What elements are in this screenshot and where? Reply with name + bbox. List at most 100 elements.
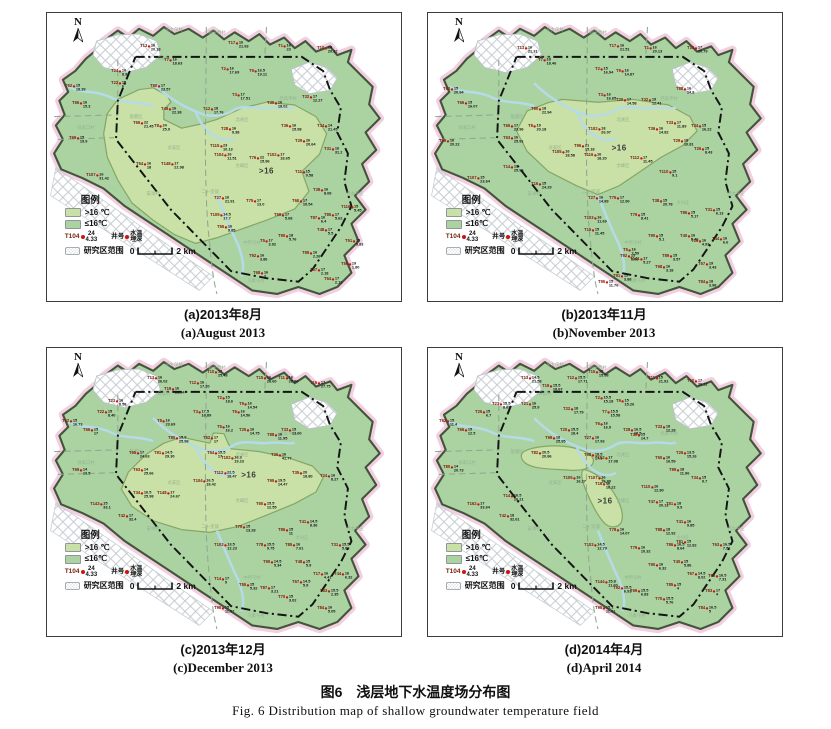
legend-item-well-symbol: T104 24 4.33 井号 水温 埋深 — [65, 231, 228, 243]
legend-item-le16: ≤16℃ — [445, 554, 609, 564]
admin-boundary — [438, 472, 496, 475]
north-arrow: N — [451, 352, 467, 382]
map-svg-b — [430, 22, 766, 299]
admin-boundary — [438, 137, 496, 140]
excluded-area-hatch — [474, 369, 542, 408]
zone-gt16 — [120, 432, 324, 534]
scale-bar-icon — [518, 247, 555, 255]
legend-item-le16: ≤16℃ — [64, 219, 228, 229]
scale-zero: 0 — [510, 581, 516, 592]
north-label: N — [74, 16, 82, 29]
well-example-id: T104 — [445, 233, 461, 241]
well-dot-icon — [461, 235, 466, 240]
figure-caption-en: Fig. 6 Distribution map of shallow groun… — [232, 703, 599, 718]
zone-gt16 — [515, 98, 698, 196]
river — [152, 82, 296, 117]
river — [596, 195, 626, 277]
panel-caption-d: (d)2014年4月 (d)April 2014 — [427, 641, 781, 676]
panel-caption-en: (a)August 2013 — [180, 324, 266, 340]
excluded-area-hatch — [93, 369, 161, 408]
well-example-id: T104 — [445, 568, 461, 576]
river — [194, 110, 236, 142]
panel-caption-en: (d)April 2014 — [566, 659, 642, 675]
excluded-area-hatch — [474, 34, 542, 73]
map-legend: 图例 >16 ℃ ≤16℃ T104 24 4.33 井号 水温 埋深 研究区范围 … — [445, 531, 609, 594]
well-value-meaning: 水温 埋深 — [511, 231, 524, 244]
legend-item-well-symbol: T104 24 4.33 井号 水温 埋深 — [446, 231, 609, 243]
river — [448, 85, 535, 108]
study-area-swatch — [445, 581, 461, 590]
gt16-label: >16 ℃ — [465, 207, 491, 217]
map-legend: 图例 >16 ℃ ≤16℃ T104 24 4.33 井号 水温 埋深 研究区范围 … — [445, 196, 609, 259]
legend-title: 图例 — [80, 194, 100, 206]
well-dot-icon — [80, 570, 85, 575]
admin-boundary — [54, 393, 119, 453]
map-b: 东大保村 程子营村 白庙村 西高平村 徐家口村 殷都区 北关区 龙安区 文峰区 二十里铺 大兴庄 西太… — [427, 12, 783, 302]
scale-bar: 0 2 km — [130, 246, 196, 256]
north-label: N — [455, 351, 463, 364]
zone-label: >16 — [241, 470, 257, 480]
map-d: 东大保村 程子营村 白庙村 西高平村 徐家口村 殷都区 北关区 龙安区 文峰区 二十里铺 大兴庄 西太… — [427, 347, 783, 637]
legend-item-study-area: 研究区范围 0 2 km — [445, 581, 609, 592]
scale-bar-icon — [518, 582, 555, 590]
well-dot-icon — [125, 235, 130, 240]
north-needle-icon — [454, 28, 465, 44]
well-dot-icon — [506, 570, 511, 575]
scale-end: 2 km — [176, 246, 196, 257]
scale-end: 2 km — [557, 246, 577, 257]
map-svg-d — [430, 357, 766, 634]
le16-swatch — [445, 219, 462, 229]
study-area-swatch — [445, 246, 461, 255]
admin-boundary — [585, 362, 599, 630]
le16-label: ≤16℃ — [465, 219, 488, 229]
panel-caption-zh: (c)2013年12月 — [180, 642, 266, 657]
panel-caption-zh: (a)2013年8月 — [183, 307, 263, 322]
excluded-area-hatch — [672, 397, 719, 429]
north-arrow: N — [70, 352, 86, 382]
well-number-label: 井号 — [111, 568, 125, 576]
legend-item-le16: ≤16℃ — [64, 554, 228, 564]
well-dot-icon — [506, 235, 511, 240]
scale-bar: 0 2 km — [130, 581, 196, 591]
le16-label: ≤16℃ — [84, 219, 107, 229]
scale-end: 2 km — [176, 581, 196, 592]
figure-caption-zh: 图6 浅层地下水温度场分布图 — [320, 684, 511, 700]
well-dot-icon — [80, 235, 85, 240]
panel-caption-c: (c)2013年12月 (c)December 2013 — [46, 641, 400, 676]
river — [575, 110, 617, 142]
north-needle-icon — [73, 363, 84, 379]
well-number-label: 井号 — [492, 233, 506, 241]
well-dot-icon — [461, 570, 466, 575]
study-area-boundary — [115, 390, 353, 618]
map-panel-a: 东大保村 程子营村 白庙村 西高平村 徐家口村 殷都区 北关区 龙安区 文峰区 二十里铺 大兴庄 西太… — [46, 12, 402, 341]
le16-swatch — [64, 554, 81, 564]
excluded-area-hatch — [672, 62, 719, 94]
north-arrow: N — [451, 17, 467, 47]
panel-caption-zh: (d)2014年4月 — [564, 642, 644, 657]
well-example-values: 24 4.33 — [85, 566, 98, 579]
river — [596, 530, 626, 612]
well-value-meaning: 水温 埋深 — [130, 566, 143, 579]
admin-boundary — [435, 58, 500, 118]
scale-end: 2 km — [557, 581, 577, 592]
map-panel-c: 东大保村 程子营村 白庙村 西高平村 徐家口村 殷都区 北关区 龙安区 文峰区 二十里铺 大兴庄 西太… — [46, 347, 402, 676]
well-example-id: T104 — [64, 568, 80, 576]
well-example-values: 24 4.33 — [466, 231, 479, 244]
zone-label: >16 — [611, 143, 627, 153]
zone-label: >16 — [597, 496, 613, 506]
legend-item-well-symbol: T104 24 4.33 井号 水温 埋深 — [65, 566, 228, 578]
admin-boundary — [54, 58, 119, 118]
gt16-label: >16 ℃ — [84, 542, 110, 552]
well-example-id: T104 — [64, 233, 80, 241]
le16-label: ≤16℃ — [465, 554, 488, 564]
well-example-values: 24 4.33 — [466, 566, 479, 579]
legend-item-gt16: >16 ℃ — [64, 542, 228, 553]
well-value-meaning: 水温 埋深 — [511, 566, 524, 579]
admin-boundary — [204, 362, 218, 630]
legend-item-study-area: 研究区范围 0 2 km — [445, 246, 609, 257]
gt16-label: >16 ℃ — [465, 542, 491, 552]
le16-swatch — [445, 554, 462, 564]
zone-label: >16 — [258, 166, 275, 176]
legend-item-gt16: >16 ℃ — [64, 208, 228, 218]
river — [152, 417, 296, 452]
